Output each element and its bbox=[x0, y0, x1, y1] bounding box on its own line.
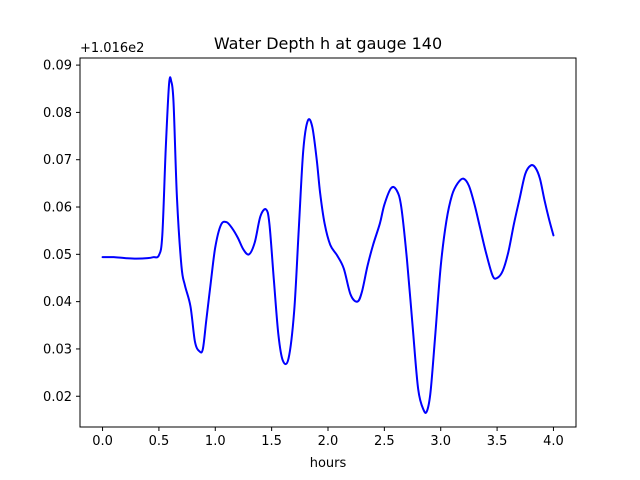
x-tick-label: 3.0 bbox=[430, 434, 451, 449]
x-tick-label: 2.0 bbox=[318, 434, 339, 449]
chart-title: Water Depth h at gauge 140 bbox=[214, 34, 442, 53]
y-axis: 0.02 0.03 0.04 0.05 0.06 0.07 0.08 0.09 bbox=[43, 59, 80, 405]
y-offset-label: +1.016e2 bbox=[80, 41, 144, 56]
x-axis-label: hours bbox=[310, 456, 347, 471]
plot-area bbox=[101, 76, 555, 414]
y-tick-label: 0.04 bbox=[43, 295, 72, 310]
x-tick-label: 0.0 bbox=[92, 434, 113, 449]
y-tick-label: 0.09 bbox=[43, 59, 72, 74]
y-tick-label: 0.07 bbox=[43, 153, 72, 168]
x-tick-label: 3.5 bbox=[487, 434, 508, 449]
series-line bbox=[101, 76, 555, 414]
x-axis: 0.0 0.5 1.0 1.5 2.0 2.5 3.0 3.5 4.0 bbox=[92, 427, 564, 449]
y-tick-label: 0.08 bbox=[43, 106, 72, 121]
x-tick-label: 1.0 bbox=[205, 434, 226, 449]
y-tick-label: 0.03 bbox=[43, 342, 72, 357]
x-tick-label: 2.5 bbox=[374, 434, 395, 449]
y-tick-label: 0.02 bbox=[43, 390, 72, 405]
x-tick-label: 0.5 bbox=[149, 434, 170, 449]
y-tick-label: 0.05 bbox=[43, 248, 72, 263]
y-tick-label: 0.06 bbox=[43, 201, 72, 216]
x-tick-label: 1.5 bbox=[261, 434, 282, 449]
x-tick-label: 4.0 bbox=[543, 434, 564, 449]
